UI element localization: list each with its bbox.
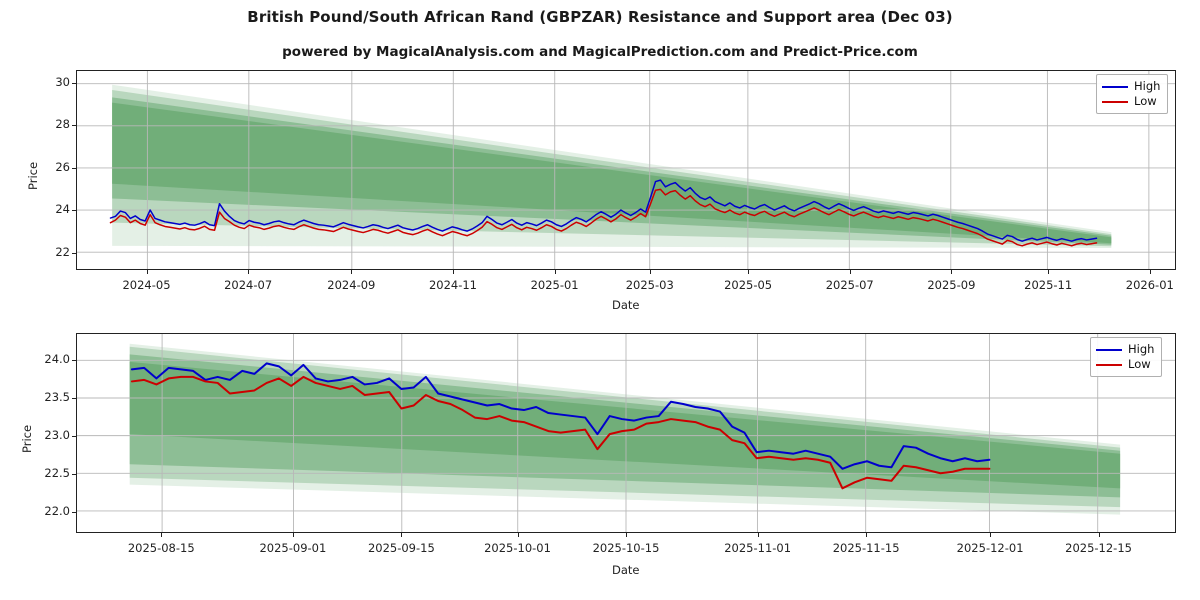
x-tick-label: 2025-10-01 bbox=[484, 541, 551, 555]
x-tick-mark bbox=[351, 270, 353, 274]
x-tick-label: 2024-05 bbox=[122, 278, 171, 292]
x-tick-label: 2025-03 bbox=[625, 278, 674, 292]
y-tick-label: 30 bbox=[55, 74, 70, 89]
top-legend: High Low bbox=[1096, 74, 1169, 114]
x-tick-mark bbox=[248, 270, 250, 274]
x-tick-mark bbox=[292, 533, 294, 537]
y-tick-mark bbox=[72, 473, 76, 475]
y-tick-mark bbox=[72, 359, 76, 361]
y-tick-mark bbox=[72, 397, 76, 399]
x-tick-mark bbox=[649, 270, 651, 274]
x-tick-mark bbox=[990, 533, 992, 537]
y-tick-mark bbox=[72, 125, 76, 127]
legend-entry-low: Low bbox=[1096, 357, 1154, 372]
x-tick-label: 2025-11 bbox=[1024, 278, 1073, 292]
y-tick-mark bbox=[72, 210, 76, 212]
x-tick-mark bbox=[554, 270, 556, 274]
y-tick-label: 22 bbox=[55, 244, 70, 259]
x-tick-mark bbox=[626, 533, 627, 537]
x-tick-mark bbox=[161, 533, 163, 537]
x-tick-label: 2025-09-01 bbox=[259, 541, 327, 555]
x-tick-label: 2024-09 bbox=[327, 278, 376, 292]
x-tick-label: 2025-10-15 bbox=[592, 541, 660, 555]
x-tick-label: 2024-11 bbox=[428, 278, 477, 292]
x-tick-label: 2025-09-15 bbox=[367, 541, 435, 555]
low-line-swatch bbox=[1102, 100, 1128, 103]
y-tick-mark bbox=[72, 435, 76, 437]
y-tick-mark bbox=[72, 167, 76, 169]
x-tick-label: 2025-05 bbox=[724, 278, 773, 292]
x-tick-mark bbox=[517, 533, 519, 537]
bottom-chart-panel: MagicalAnalysis.com MagicalPrediction.co… bbox=[0, 315, 1200, 600]
legend-entry-high: High bbox=[1096, 342, 1154, 357]
x-tick-mark bbox=[401, 533, 403, 537]
high-line-swatch bbox=[1102, 85, 1128, 88]
x-tick-label: 2024-07 bbox=[224, 278, 273, 292]
x-tick-label: 2025-07 bbox=[825, 278, 874, 292]
x-tick-label: 2026-01 bbox=[1125, 278, 1174, 292]
top-chart-panel: MagicalAnalysis.com MagicalPrediction.co… bbox=[26, 70, 1176, 312]
x-tick-mark bbox=[1149, 270, 1151, 274]
y-tick-label: 22.0 bbox=[44, 503, 70, 518]
x-tick-mark bbox=[849, 270, 851, 274]
y-tick-label: 28 bbox=[55, 117, 70, 132]
page-subtitle: powered by MagicalAnalysis.com and Magic… bbox=[282, 44, 918, 60]
y-tick-label: 23.0 bbox=[44, 427, 70, 442]
y-tick-label: 24 bbox=[55, 202, 70, 217]
legend-label-low: Low bbox=[1134, 94, 1157, 108]
y-tick-label: 22.5 bbox=[44, 465, 70, 480]
x-tick-mark bbox=[748, 270, 750, 274]
high-line-swatch bbox=[1096, 348, 1122, 351]
legend-label-high: High bbox=[1128, 342, 1155, 356]
y-tick-label: 24.0 bbox=[44, 351, 70, 366]
y-tick-mark bbox=[72, 82, 76, 84]
x-tick-mark bbox=[757, 533, 759, 537]
x-tick-label: 2025-01 bbox=[530, 278, 579, 292]
x-tick-label: 2025-08-15 bbox=[127, 541, 195, 555]
x-tick-label: 2025-09 bbox=[927, 278, 976, 292]
bottom-x-axis-label: Date bbox=[612, 563, 640, 577]
page-title: British Pound/South African Rand (GBPZAR… bbox=[247, 8, 953, 26]
legend-label-high: High bbox=[1134, 79, 1161, 93]
x-tick-mark bbox=[866, 533, 868, 537]
y-tick-label: 26 bbox=[55, 159, 70, 174]
y-tick-label: 23.5 bbox=[44, 389, 70, 404]
x-tick-mark bbox=[146, 270, 148, 274]
bottom-plot-area bbox=[76, 333, 1176, 533]
legend-entry-low: Low bbox=[1102, 94, 1160, 109]
top-plot-area bbox=[76, 70, 1176, 270]
x-tick-label: 2025-11-01 bbox=[724, 541, 792, 555]
legend-label-low: Low bbox=[1128, 357, 1151, 371]
x-tick-mark bbox=[452, 270, 454, 274]
y-tick-mark bbox=[72, 511, 76, 513]
x-tick-mark bbox=[1098, 533, 1100, 537]
x-tick-mark bbox=[1048, 270, 1050, 274]
x-tick-label: 2025-12-01 bbox=[956, 541, 1024, 555]
x-tick-label: 2025-11-15 bbox=[832, 541, 900, 555]
top-x-axis-label: Date bbox=[612, 298, 640, 312]
bottom-legend: High Low bbox=[1090, 337, 1163, 377]
legend-entry-high: High bbox=[1102, 79, 1160, 94]
x-tick-mark bbox=[951, 270, 953, 274]
y-tick-mark bbox=[72, 252, 76, 254]
low-line-swatch bbox=[1096, 363, 1122, 366]
x-tick-label: 2025-12-15 bbox=[1065, 541, 1132, 555]
